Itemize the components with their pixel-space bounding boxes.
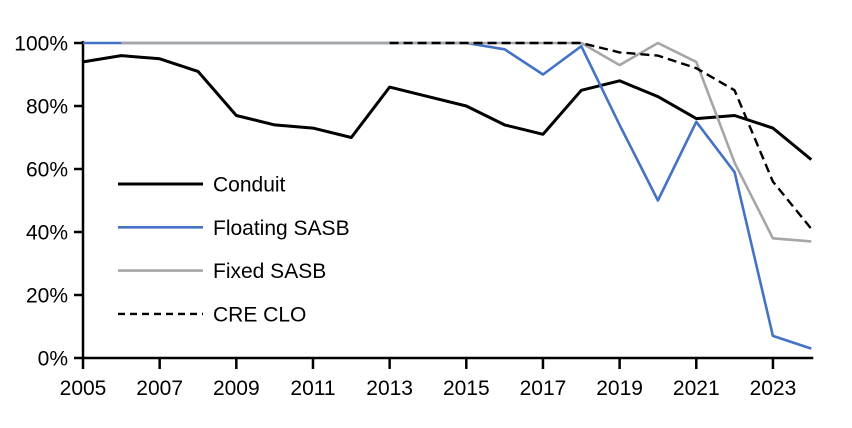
x-tick-label: 2007 (136, 377, 183, 400)
series-line-cre-clo (389, 41, 813, 230)
x-tick-label: 2017 (520, 377, 567, 400)
x-tick-label: 2015 (443, 377, 490, 400)
series-line-conduit (82, 54, 813, 161)
y-tick-label: 60% (26, 159, 68, 182)
x-tick-label: 2019 (596, 377, 643, 400)
y-tick-label: 40% (26, 222, 68, 245)
legend-label-floating-sasb: Floating SASB (213, 217, 350, 240)
series-line-floating-sasb (83, 41, 812, 350)
series-line-fixed-sasb (121, 41, 812, 243)
x-tick-label: 2013 (366, 377, 413, 400)
y-tick-label: 0% (38, 348, 68, 371)
legend-label-fixed-sasb: Fixed SASB (213, 260, 326, 283)
y-tick-label: 100% (14, 33, 68, 56)
legend-label-cre-clo: CRE CLO (213, 303, 306, 326)
x-tick-label: 2005 (60, 377, 107, 400)
y-tick-label: 80% (26, 96, 68, 119)
x-tick-label: 2023 (750, 377, 797, 400)
y-tick-label: 20% (26, 285, 68, 308)
x-tick-label: 2009 (213, 377, 260, 400)
legend-label-conduit: Conduit (213, 174, 286, 197)
x-tick-label: 2021 (673, 377, 720, 400)
x-tick-label: 2011 (290, 377, 335, 400)
